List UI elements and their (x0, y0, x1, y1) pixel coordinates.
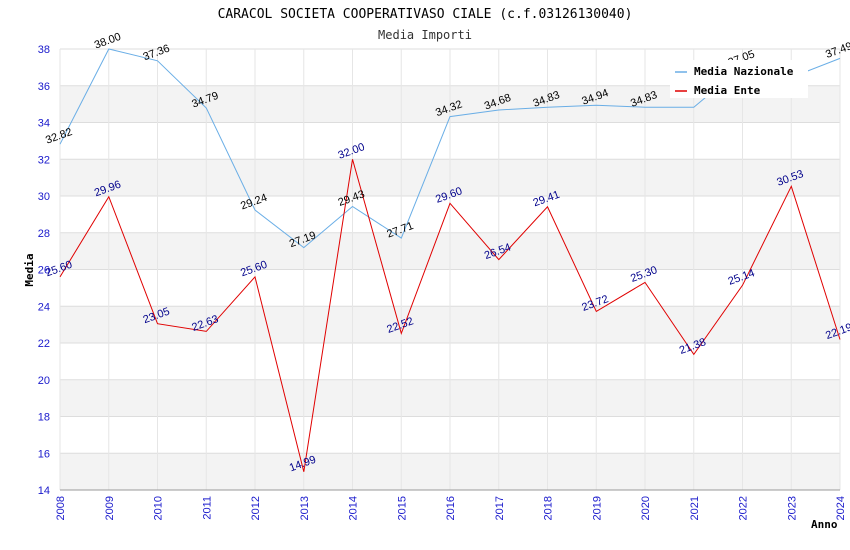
legend: Media Nazionale Media Ente (670, 60, 808, 98)
y-tick-label: 18 (38, 412, 50, 424)
x-axis-label: Anno (811, 518, 838, 531)
x-tick-label: 2015 (396, 496, 408, 520)
y-tick-label: 36 (38, 81, 50, 93)
legend-label-media-ente: Media Ente (694, 84, 761, 97)
y-tick-labels: 14 16 18 20 22 24 26 28 30 32 34 36 38 (38, 44, 50, 497)
x-tick-label: 2008 (55, 496, 67, 520)
data-label-media-nazionale: 37.49 (824, 40, 850, 61)
y-tick-label: 28 (38, 228, 50, 240)
chart-title: CARACOL SOCIETA COOPERATIVASO CIALE (c.f… (218, 7, 633, 22)
x-tick-label: 2009 (104, 496, 116, 520)
y-axis-label: Media (23, 253, 36, 286)
series-line-media-ente (59, 159, 841, 472)
x-tick-label: 2018 (543, 496, 555, 520)
chart-subtitle: Media Importi (378, 28, 472, 42)
x-tick-label: 2014 (348, 496, 360, 520)
x-tick-label: 2010 (153, 496, 165, 520)
y-tick-label: 22 (38, 338, 50, 350)
y-tick-label: 30 (38, 191, 50, 203)
legend-label-media-nazionale: Media Nazionale (694, 65, 794, 78)
x-tick-label: 2023 (786, 496, 798, 520)
x-tick-label: 2021 (689, 496, 701, 520)
y-tick-label: 24 (38, 301, 50, 313)
x-tick-label: 2017 (494, 496, 506, 520)
y-tick-label: 14 (38, 485, 50, 497)
legend-box (670, 60, 808, 98)
x-tick-label: 2019 (591, 496, 603, 520)
grid-lines (59, 48, 841, 491)
data-label-media-ente: 25.14 (726, 267, 756, 288)
data-label-media-ente: 32.00 (336, 141, 366, 162)
x-tick-labels: 2008 2009 2010 2011 2012 2013 2014 2015 2016 2017… (55, 496, 847, 520)
data-label-media-ente: 25.60 (44, 259, 74, 280)
x-tick-label: 2013 (299, 496, 311, 520)
x-tick-label: 2020 (640, 496, 652, 520)
y-tick-label: 32 (38, 154, 50, 166)
y-tick-label: 16 (38, 448, 50, 460)
x-tick-label: 2012 (250, 496, 262, 520)
x-tick-label: 2022 (738, 496, 750, 520)
x-tick-label: 2016 (445, 496, 457, 520)
y-tick-label: 34 (38, 118, 50, 130)
y-tick-label: 20 (38, 375, 50, 387)
data-label-media-nazionale: 38.00 (93, 31, 123, 52)
y-tick-label: 26 (38, 265, 50, 277)
y-tick-label: 38 (38, 44, 50, 56)
x-tick-label: 2011 (201, 496, 213, 520)
x-tick-label: 2024 (835, 496, 847, 520)
